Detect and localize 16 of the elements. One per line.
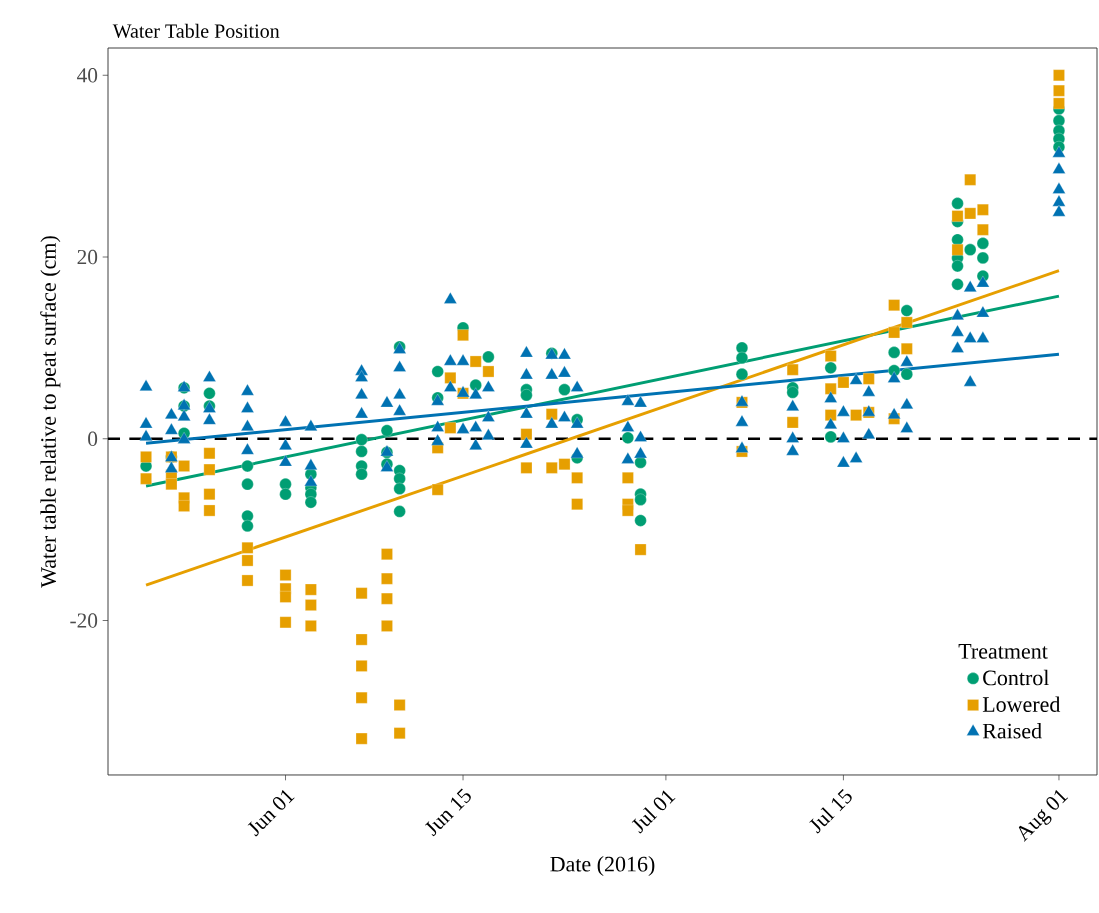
- y-axis-title: Water table relative to peat surface (cm): [40, 236, 61, 588]
- legend-label: Lowered: [982, 696, 1061, 712]
- y-tick-label: 40: [77, 68, 98, 83]
- y-tick-label: 20: [77, 249, 98, 265]
- x-tick-label: Aug 01: [1018, 790, 1069, 842]
- x-tick-label: Jun 15: [425, 788, 471, 837]
- chart-title: Water Table Position: [112, 23, 280, 38]
- y-tick-label: -20: [70, 613, 98, 628]
- legend-title: Treatment: [958, 644, 1048, 659]
- x-tick-label: Jul 15: [809, 788, 852, 834]
- x-axis-title: Date (2016): [550, 856, 655, 877]
- x-tick-label: Jun 01: [247, 790, 295, 837]
- legend-label: Raised: [982, 723, 1042, 739]
- x-tick-label: Jul 01: [631, 790, 676, 834]
- y-tick-label: 0: [88, 431, 98, 446]
- legend-label: Control: [983, 669, 1049, 686]
